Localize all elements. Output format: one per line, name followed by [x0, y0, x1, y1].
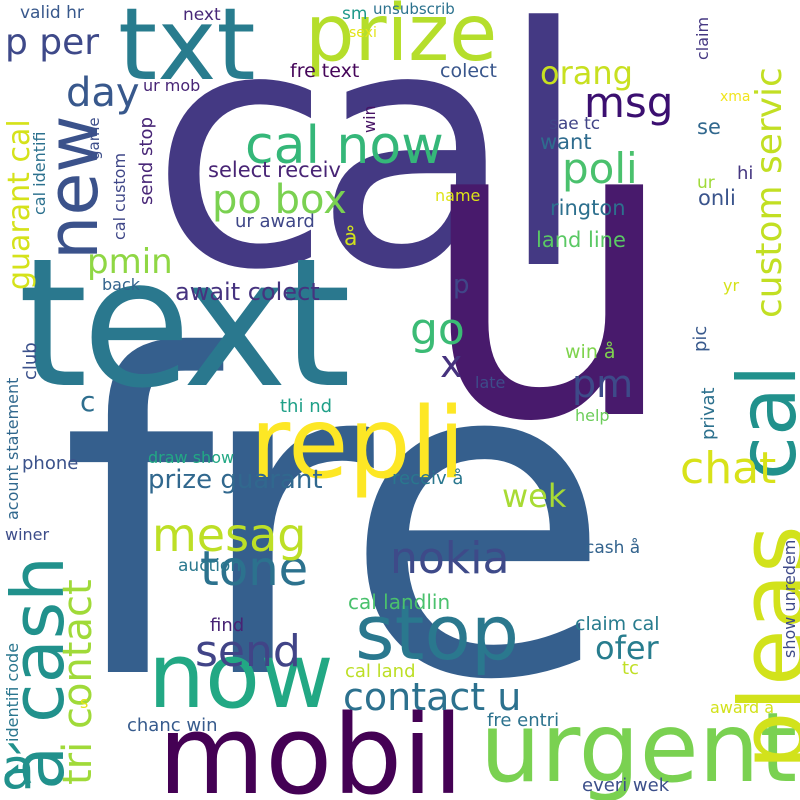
- word-thi-nd: thi nd: [280, 396, 333, 417]
- word-now: now: [148, 624, 334, 729]
- word-repli: repli: [250, 387, 466, 501]
- word-auction: auction: [178, 556, 242, 576]
- word-ur: ur: [697, 173, 715, 193]
- word-draw-show: draw show: [148, 448, 235, 467]
- word-ur-award: ur award: [235, 211, 315, 232]
- word-club: club: [20, 342, 41, 380]
- word-prize: prize: [305, 0, 498, 79]
- word-ofer: ofer: [595, 629, 659, 667]
- word-claim-cal: claim cal: [575, 613, 660, 635]
- word-xma: xma: [720, 89, 751, 105]
- word-late: late: [475, 373, 506, 392]
- word-ur-mob: ur mob: [143, 76, 201, 95]
- word-orang: orang: [540, 54, 633, 92]
- word-colect: colect: [440, 60, 497, 82]
- word-send: send: [195, 626, 301, 677]
- word-mobil: mobil: [158, 691, 464, 800]
- word-valid-hr: valid hr: [20, 3, 84, 23]
- word-nokia: nokia: [390, 533, 510, 584]
- word-show-unredem: show unredem: [780, 539, 799, 658]
- word-contact-u: contact u: [343, 675, 522, 719]
- word-send-stop: send stop: [136, 117, 157, 205]
- word-yr: yr: [723, 276, 740, 295]
- word-cal-custom: cal custom: [110, 152, 129, 240]
- word-pic: pic: [690, 325, 711, 352]
- word-mesag: mesag: [152, 508, 307, 562]
- word-tone: tone: [200, 541, 309, 597]
- word-stop: stop: [355, 588, 520, 677]
- word-cal-landlin: cal landlin: [348, 590, 451, 614]
- word-pm: pm: [572, 362, 634, 406]
- word-game: game: [85, 117, 103, 160]
- word-p-small: p: [453, 270, 470, 300]
- word-a-big: à: [1, 737, 36, 800]
- word-c: c: [80, 385, 96, 418]
- word-find: find: [210, 615, 245, 636]
- word-day: day: [66, 70, 140, 116]
- word-custom-servic: custom servic: [749, 67, 790, 318]
- word-urgent: urgent: [480, 692, 798, 800]
- word-next: next: [183, 5, 221, 25]
- word-text: text: [18, 220, 351, 427]
- word-txt: txt: [118, 0, 256, 103]
- word-name: name: [435, 186, 481, 205]
- word-fre-entri: fre entri: [487, 710, 560, 731]
- word-pmin: pmin: [87, 242, 173, 282]
- word-u: u: [415, 25, 682, 514]
- word-tc: tc: [622, 658, 639, 679]
- word-winer: winer: [5, 525, 50, 544]
- word-po-box: po box: [212, 177, 347, 223]
- word-msg: msg: [584, 78, 674, 127]
- word-await-colect: await colect: [175, 278, 320, 306]
- word-cal: cal: [150, 0, 589, 342]
- word-p-per: p per: [5, 22, 100, 63]
- word-help: help: [575, 406, 610, 425]
- word-land-line: land line: [536, 228, 626, 252]
- word-claim: claim: [693, 16, 712, 60]
- word-phone: phone: [22, 453, 79, 474]
- word-win: win: [360, 105, 379, 133]
- word-s-small: s: [80, 693, 89, 712]
- word-prize-guarant: prize guarant: [148, 465, 323, 495]
- word-chat: chat: [680, 443, 777, 494]
- word-everi-wek: everi wek: [582, 775, 670, 796]
- word-fre-text: fre text: [290, 60, 360, 82]
- word-identifi-code: identifi code: [3, 642, 22, 742]
- word-fre: fre: [60, 264, 613, 776]
- word-hi: hi: [737, 163, 754, 184]
- word-tri-contact: tri contact: [55, 579, 101, 785]
- word-poli: poli: [562, 144, 638, 193]
- word-select-receiv: select receiv: [208, 158, 341, 182]
- word-want: want: [540, 130, 592, 154]
- word-receiv-a: receiv å: [392, 468, 464, 489]
- word-cal-now: cal now: [245, 116, 444, 176]
- word-unsubscrib: unsubscrib: [373, 0, 455, 18]
- word-a-small-1: å: [344, 226, 358, 251]
- word-sexi: sexi: [349, 25, 377, 41]
- word-back: back: [102, 275, 141, 294]
- word-privat: privat: [698, 387, 719, 440]
- word-se: se: [697, 115, 721, 139]
- word-cal-identifi: cal identifi: [30, 131, 49, 215]
- word-cal-land: cal land: [345, 661, 416, 682]
- word-onli: onli: [698, 186, 736, 210]
- word-chanc-win: chanc win: [127, 715, 218, 736]
- word-cash-a: cash å: [585, 538, 641, 558]
- word-x: x: [440, 342, 463, 386]
- word-sm: sm: [342, 4, 368, 24]
- word-win-a: win å: [565, 341, 616, 363]
- word-go: go: [410, 304, 465, 355]
- word-award-a: award å: [710, 698, 775, 717]
- word-rington: rington: [550, 196, 626, 220]
- word-wek: wek: [502, 477, 567, 515]
- word-sae-tc: sae tc: [549, 114, 601, 134]
- word-acount-statement: acount statement: [3, 377, 22, 520]
